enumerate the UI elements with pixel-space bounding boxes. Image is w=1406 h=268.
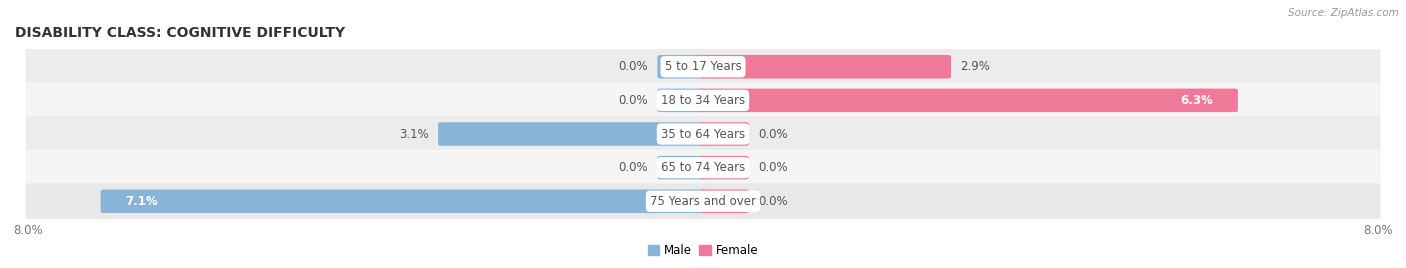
FancyBboxPatch shape <box>700 55 950 79</box>
Text: 0.0%: 0.0% <box>758 128 787 140</box>
FancyBboxPatch shape <box>25 116 1381 152</box>
FancyBboxPatch shape <box>700 156 748 179</box>
FancyBboxPatch shape <box>25 83 1381 118</box>
FancyBboxPatch shape <box>101 189 706 213</box>
Text: 75 Years and over: 75 Years and over <box>650 195 756 208</box>
FancyBboxPatch shape <box>658 156 706 179</box>
Text: 65 to 74 Years: 65 to 74 Years <box>661 161 745 174</box>
Text: 35 to 64 Years: 35 to 64 Years <box>661 128 745 140</box>
Text: 18 to 34 Years: 18 to 34 Years <box>661 94 745 107</box>
FancyBboxPatch shape <box>700 189 748 213</box>
Text: 0.0%: 0.0% <box>619 94 648 107</box>
FancyBboxPatch shape <box>25 150 1381 185</box>
Text: 7.1%: 7.1% <box>125 195 157 208</box>
Text: 5 to 17 Years: 5 to 17 Years <box>665 60 741 73</box>
FancyBboxPatch shape <box>700 89 1237 112</box>
Text: 0.0%: 0.0% <box>758 161 787 174</box>
FancyBboxPatch shape <box>658 89 706 112</box>
Text: 0.0%: 0.0% <box>758 195 787 208</box>
FancyBboxPatch shape <box>25 183 1381 219</box>
FancyBboxPatch shape <box>658 55 706 79</box>
Text: Source: ZipAtlas.com: Source: ZipAtlas.com <box>1288 8 1399 18</box>
Text: 2.9%: 2.9% <box>960 60 990 73</box>
Text: 3.1%: 3.1% <box>399 128 429 140</box>
FancyBboxPatch shape <box>700 122 748 146</box>
Text: DISABILITY CLASS: COGNITIVE DIFFICULTY: DISABILITY CLASS: COGNITIVE DIFFICULTY <box>14 26 344 40</box>
FancyBboxPatch shape <box>439 122 706 146</box>
Legend: Male, Female: Male, Female <box>643 239 763 262</box>
Text: 6.3%: 6.3% <box>1181 94 1213 107</box>
FancyBboxPatch shape <box>25 49 1381 85</box>
Text: 0.0%: 0.0% <box>619 161 648 174</box>
Text: 0.0%: 0.0% <box>619 60 648 73</box>
